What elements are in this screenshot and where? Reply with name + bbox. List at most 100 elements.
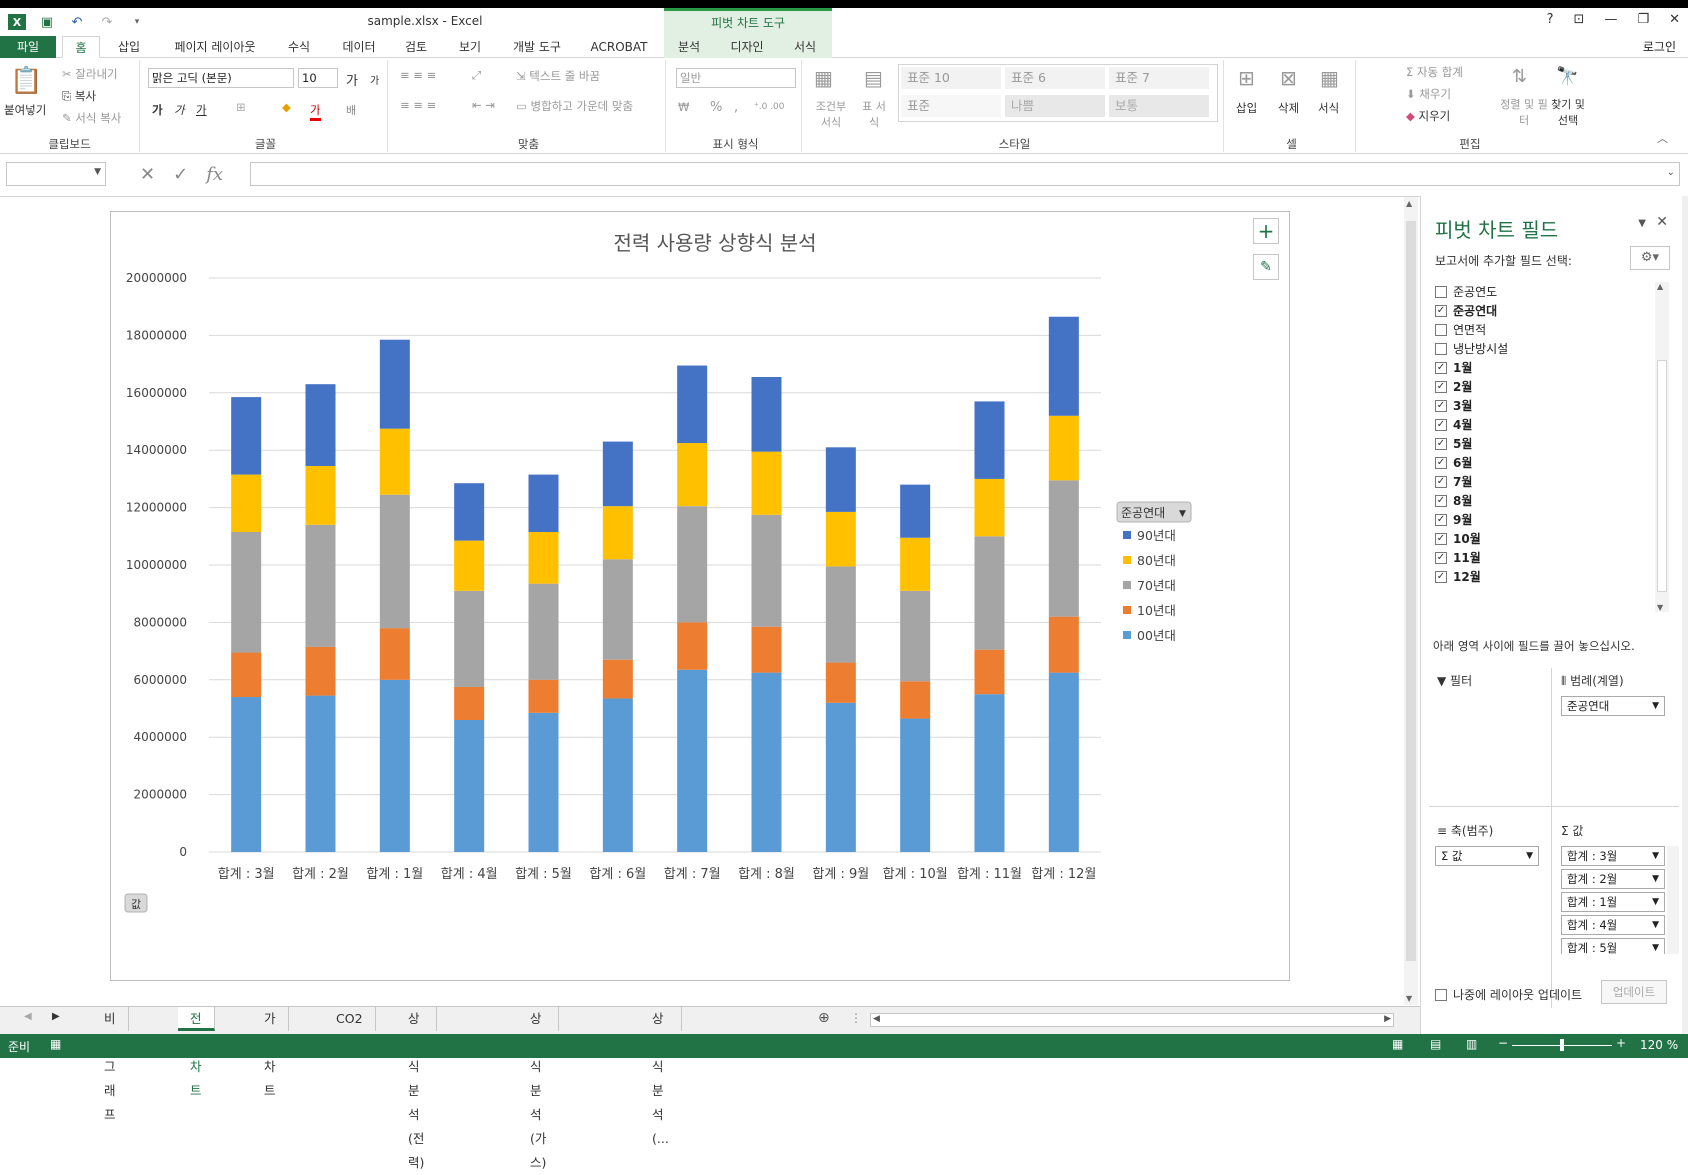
field-checkbox[interactable]: ✓ xyxy=(1435,532,1447,545)
value-field-dropdown[interactable]: 합계 : 5월 ▼ xyxy=(1561,938,1665,954)
tab-analyze[interactable]: 분석 xyxy=(677,40,701,54)
field-checkbox[interactable] xyxy=(1435,342,1447,355)
field-checkbox[interactable]: ✓ xyxy=(1435,437,1447,450)
align-top-icon[interactable]: ≡ ≡ ≡ xyxy=(400,68,437,82)
insert-function-icon[interactable]: fx xyxy=(206,164,224,185)
value-field-dropdown[interactable]: 합계 : 2월 ▼ xyxy=(1561,869,1665,889)
chart-elements-button[interactable]: + xyxy=(1253,218,1279,244)
bold-button[interactable]: 가 xyxy=(152,103,163,117)
field-checkbox[interactable]: ✓ xyxy=(1435,304,1447,317)
defer-update-checkbox[interactable] xyxy=(1435,988,1447,1001)
sort-filter-icon[interactable]: ⇅ xyxy=(1512,66,1528,87)
hscroll-left-icon[interactable]: ◀ xyxy=(873,1014,880,1024)
font-color-button[interactable]: 가 xyxy=(310,102,321,121)
scroll-up-icon[interactable]: ▲ xyxy=(1406,199,1413,208)
sheet-tab[interactable]: 비교그래프 xyxy=(92,1007,129,1122)
tab-review[interactable]: 검토 xyxy=(404,40,428,54)
tab-format[interactable]: 서식 xyxy=(793,40,817,54)
redo-icon[interactable]: ↷ xyxy=(101,14,113,30)
page-layout-view-icon[interactable]: ▤ xyxy=(1430,1037,1442,1051)
update-button[interactable]: 업데이트 xyxy=(1601,980,1667,1004)
formula-input[interactable]: ⌄ xyxy=(250,162,1680,186)
field-item[interactable]: ✓ 3월 xyxy=(1435,396,1665,415)
chart-styles-button[interactable]: ✎ xyxy=(1253,254,1279,280)
format-painter-button[interactable]: ✎ 서식 복사 xyxy=(62,110,121,126)
field-checkbox[interactable]: ✓ xyxy=(1435,570,1447,583)
binoculars-icon[interactable]: 🔭 xyxy=(1556,66,1579,87)
field-checkbox[interactable] xyxy=(1435,323,1447,336)
clear-button[interactable]: ◆ 지우기 xyxy=(1406,108,1450,124)
field-list-scrollbar[interactable]: ▲ ▼ xyxy=(1655,282,1669,612)
copy-button[interactable]: ⎘ 복사 xyxy=(62,88,96,104)
pivot-chart[interactable]: 전력 사용량 상향식 분석 0 2000000 4000000 6000000 80000… xyxy=(110,211,1290,981)
expand-formula-icon[interactable]: ⌄ xyxy=(1666,167,1675,178)
value-field-dropdown[interactable]: 합계 : 4월 ▼ xyxy=(1561,915,1665,935)
decimal-icon[interactable]: ⁺.0 .00 xyxy=(754,102,785,112)
field-item[interactable]: 연면적 xyxy=(1435,320,1665,339)
zoom-in-icon[interactable]: + xyxy=(1616,1036,1627,1050)
ribbon-display-icon[interactable]: ⊡ xyxy=(1573,12,1585,27)
field-checkbox[interactable]: ✓ xyxy=(1435,456,1447,469)
format-cells-button[interactable]: 서식 xyxy=(1318,101,1340,115)
field-item[interactable]: 준공연도 xyxy=(1435,282,1665,301)
comma-button[interactable]: , xyxy=(734,100,739,115)
field-item[interactable]: ✓ 1월 xyxy=(1435,358,1665,377)
align-left-icon[interactable]: ≡ ≡ ≡ xyxy=(400,98,437,112)
percent-button[interactable]: % xyxy=(710,100,723,115)
scroll-down-icon[interactable]: ▼ xyxy=(1406,994,1413,1003)
close-icon[interactable]: ✕ xyxy=(1669,12,1680,27)
field-item[interactable]: ✓ 준공연대 xyxy=(1435,301,1665,320)
field-item[interactable]: ✓ 10월 xyxy=(1435,529,1665,548)
customize-qat-icon[interactable]: ▾ xyxy=(134,17,140,27)
tab-file[interactable]: 파일 xyxy=(0,36,56,58)
name-box[interactable]: ▼ xyxy=(6,162,106,186)
zoom-out-icon[interactable]: − xyxy=(1498,1036,1509,1050)
minimize-icon[interactable]: — xyxy=(1604,12,1618,27)
paste-button[interactable]: 붙여넣기 xyxy=(4,103,47,117)
indent-icon[interactable]: ⇤ ⇥ xyxy=(472,98,495,112)
sheet-tab[interactable]: 상향식 분석(... xyxy=(640,1007,682,1146)
restore-icon[interactable]: ❐ xyxy=(1637,12,1650,27)
enter-icon[interactable]: ✓ xyxy=(173,164,189,185)
grow-font-button[interactable]: 가 xyxy=(346,74,358,89)
cut-button[interactable]: ✂ 잘라내기 xyxy=(62,66,118,82)
field-item[interactable]: ✓ 7월 xyxy=(1435,472,1665,491)
tab-split-icon[interactable]: ⋮ xyxy=(850,1011,862,1025)
field-item[interactable]: ✓ 9월 xyxy=(1435,510,1665,529)
pane-options-icon[interactable]: ▼ xyxy=(1638,218,1646,229)
scroll-tabs-left-icon[interactable]: ◀ xyxy=(24,1011,32,1022)
tab-view[interactable]: 보기 xyxy=(458,40,482,54)
name-box-dropdown-icon[interactable]: ▼ xyxy=(94,167,101,177)
conditional-format-icon[interactable]: ▦ xyxy=(814,66,833,90)
new-sheet-icon[interactable]: ⊕ xyxy=(818,1010,830,1026)
insert-cells-button[interactable]: 삽입 xyxy=(1236,101,1258,115)
tab-acrobat[interactable]: ACROBAT xyxy=(590,40,648,54)
autosum-button[interactable]: Σ 자동 합계 xyxy=(1406,64,1463,80)
delete-cells-button[interactable]: 삭제 xyxy=(1278,101,1300,115)
field-item[interactable]: ✓ 8월 xyxy=(1435,491,1665,510)
sheet-tab[interactable]: CO2 차트 xyxy=(324,1007,376,1050)
insert-cells-icon[interactable]: ⊞ xyxy=(1238,66,1255,90)
gear-icon[interactable]: ⚙▾ xyxy=(1630,246,1670,270)
delete-cells-icon[interactable]: ⊠ xyxy=(1280,66,1297,90)
field-checkbox[interactable]: ✓ xyxy=(1435,551,1447,564)
font-size-combo[interactable]: 10 xyxy=(298,68,338,88)
zoom-slider-thumb[interactable] xyxy=(1560,1039,1564,1051)
login-link[interactable]: 로그인 xyxy=(1642,40,1676,54)
field-checkbox[interactable] xyxy=(1435,285,1447,298)
page-break-view-icon[interactable]: ▥ xyxy=(1466,1037,1478,1051)
font-name-combo[interactable]: 맑은 고딕 (본문) xyxy=(148,68,294,88)
format-table-button[interactable]: 표 서식 xyxy=(862,100,886,129)
tab-home[interactable]: 홈 xyxy=(62,36,100,58)
vertical-scroll-thumb[interactable] xyxy=(1406,221,1416,961)
number-format-combo[interactable]: 일반 xyxy=(676,68,796,88)
field-checkbox[interactable]: ✓ xyxy=(1435,513,1447,526)
vertical-scrollbar[interactable]: ▲ ▼ xyxy=(1404,197,1418,1005)
sheet-tab[interactable]: 상향식 분석(가스) xyxy=(518,1007,560,1170)
field-item[interactable]: ✓ 2월 xyxy=(1435,377,1665,396)
field-checkbox[interactable]: ✓ xyxy=(1435,399,1447,412)
defer-update-option[interactable]: 나중에 레이아웃 업데이트 xyxy=(1435,986,1582,1003)
field-checkbox[interactable]: ✓ xyxy=(1435,418,1447,431)
shrink-font-button[interactable]: 가 xyxy=(370,76,380,87)
field-checkbox[interactable]: ✓ xyxy=(1435,361,1447,374)
